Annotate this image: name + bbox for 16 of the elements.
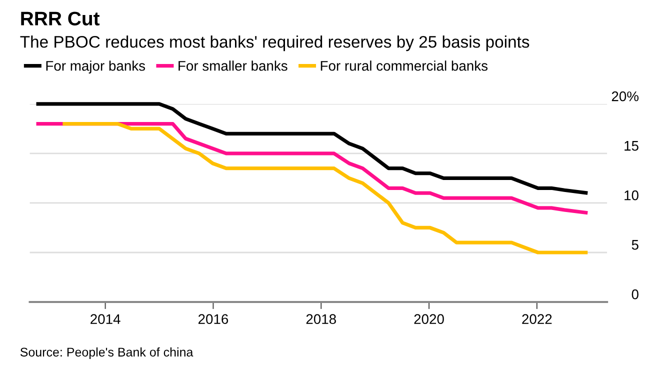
legend-label: For rural commercial banks bbox=[320, 60, 488, 71]
x-tick-label: 2020 bbox=[414, 314, 444, 324]
y-tick-label: 5 bbox=[632, 240, 638, 250]
chart-title: RRR Cut bbox=[21, 12, 100, 26]
chart-subtitle: The PBOC reduces most banks' required reserves by 25 basis points bbox=[20, 36, 530, 52]
y-tick-label: 0 bbox=[632, 289, 638, 300]
x-tick-label: 2022 bbox=[522, 314, 552, 324]
x-tick-label: 2018 bbox=[306, 314, 336, 324]
y-tick-label: 20% bbox=[612, 91, 639, 102]
x-tick-label: 2014 bbox=[90, 314, 120, 324]
x-tick-label: 2016 bbox=[198, 314, 228, 324]
source-note: Source: People's Bank of china bbox=[20, 347, 194, 360]
y-tick-label: 10 bbox=[624, 190, 638, 200]
legend-label: For major banks bbox=[46, 60, 146, 74]
y-tick-label: 15 bbox=[624, 141, 638, 151]
legend-label: For smaller banks bbox=[178, 60, 288, 71]
